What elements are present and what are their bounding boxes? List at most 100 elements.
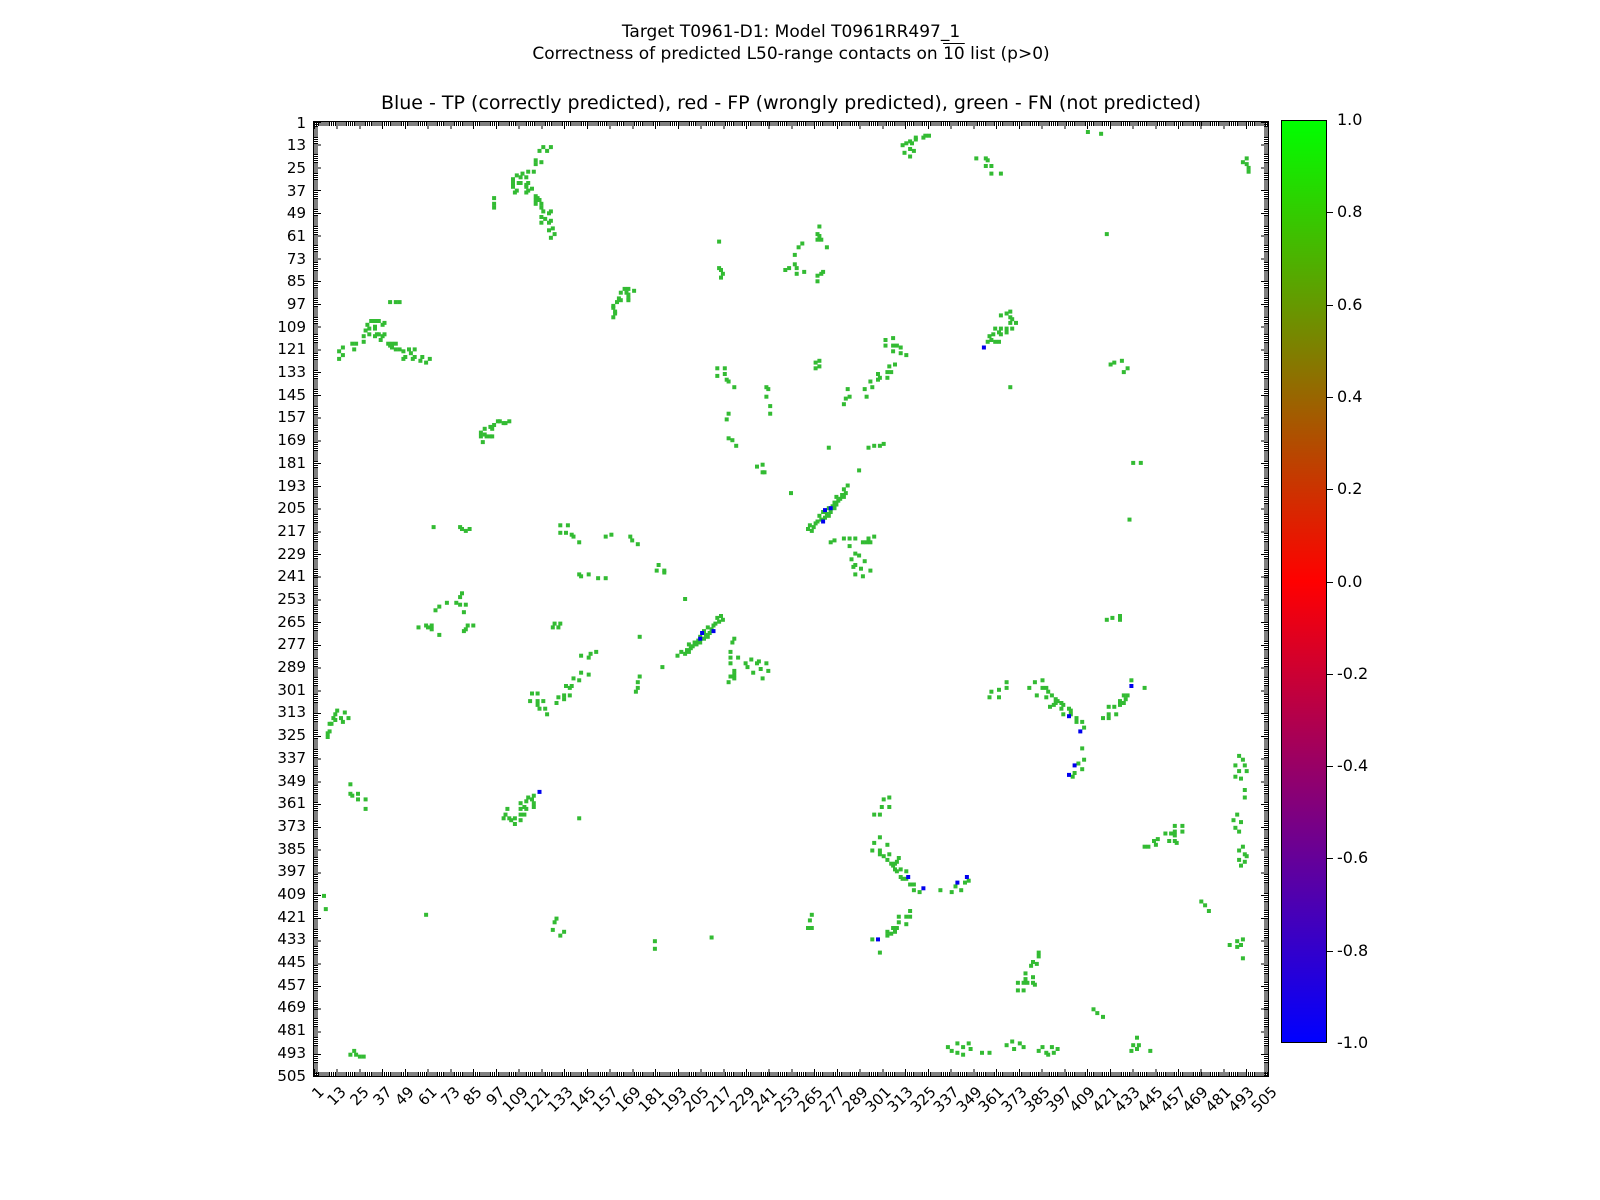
y-tick-label: 301 (277, 680, 306, 699)
scatter-point (904, 914, 909, 919)
scatter-point (1012, 1047, 1017, 1051)
scatter-point (478, 430, 483, 435)
scatter-point (622, 286, 627, 291)
scatter-point (792, 252, 797, 257)
scatter-point (817, 234, 822, 238)
scatter-point (412, 347, 417, 352)
scatter-point (877, 443, 882, 448)
scatter-point (594, 649, 599, 654)
scatter-point (548, 235, 553, 240)
y-tick-label: 1 (296, 113, 306, 132)
scatter-point (539, 201, 544, 206)
scatter-point (1095, 1011, 1100, 1016)
y-tick-label: 325 (277, 726, 306, 745)
scatter-point (953, 884, 958, 889)
scatter-point (407, 347, 411, 352)
scatter-point (1237, 848, 1242, 853)
scatter-point (1106, 716, 1111, 721)
scatter-point (964, 875, 969, 879)
scatter-point (981, 345, 986, 350)
scatter-point (548, 145, 553, 150)
scatter-point (807, 918, 812, 923)
scatter-point (961, 1045, 966, 1050)
scatter-point (794, 271, 799, 276)
scatter-point (1239, 820, 1243, 825)
scatter-point (921, 135, 926, 140)
contact-map-plot (313, 121, 1269, 1077)
scatter-point (480, 440, 485, 445)
scatter-point (492, 196, 497, 201)
scatter-point (348, 782, 353, 787)
scatter-point (1142, 685, 1147, 690)
scatter-point (949, 890, 954, 895)
scatter-point (987, 334, 992, 339)
scatter-point (524, 799, 529, 804)
scatter-point (732, 672, 737, 677)
scatter-point (541, 209, 546, 214)
scatter-point (828, 510, 833, 514)
scatter-point (543, 706, 548, 711)
scatter-point (1242, 859, 1247, 864)
scatter-point (567, 693, 572, 698)
scatter-point (363, 328, 368, 333)
scatter-point (518, 818, 523, 823)
scatter-point (609, 532, 614, 537)
colorbar-tick-label: 0.4 (1337, 387, 1363, 406)
scatter-point (876, 372, 880, 376)
scatter-point (535, 691, 540, 696)
scatter-point (705, 625, 710, 630)
scatter-point (817, 358, 822, 363)
figure-title-line2-overline: 10 (943, 44, 965, 64)
scatter-point (1155, 837, 1160, 842)
scatter-point (365, 322, 370, 327)
scatter-point (864, 394, 869, 399)
y-tick-label: 157 (277, 408, 306, 427)
scatter-point (1106, 704, 1111, 709)
scatter-point (1051, 1050, 1056, 1055)
scatter-point (579, 653, 584, 658)
scatter-point (1036, 950, 1041, 955)
scatter-point (376, 319, 381, 323)
scatter-point (1072, 763, 1077, 768)
scatter-point (1242, 795, 1247, 800)
scatter-point (552, 232, 557, 237)
scatter-point (490, 426, 495, 431)
scatter-point (815, 273, 820, 278)
scatter-point (864, 540, 869, 545)
scatter-point (1240, 937, 1245, 942)
y-tick-label: 205 (277, 499, 306, 518)
scatter-point (556, 695, 561, 700)
scatter-point (463, 528, 468, 533)
scatter-point (1180, 829, 1185, 834)
y-tick-label: 397 (277, 862, 306, 881)
scatter-point (1136, 1043, 1141, 1048)
scatter-point (938, 888, 943, 893)
scatter-point (518, 175, 523, 180)
scatter-point (501, 816, 506, 821)
scatter-point (1146, 844, 1151, 849)
scatter-point (847, 536, 852, 541)
scatter-point (545, 148, 550, 153)
scatter-point (373, 319, 377, 323)
scatter-point (796, 245, 801, 250)
scatter-point (565, 523, 570, 528)
scatter-point (1072, 771, 1077, 775)
scatter-point (760, 676, 765, 681)
scatter-points-layer (322, 130, 1251, 1059)
scatter-point (870, 385, 875, 390)
scatter-point (896, 856, 901, 860)
scatter-point (885, 842, 890, 847)
scatter-point (963, 880, 967, 885)
colorbar (1281, 120, 1327, 1043)
figure-title-line1: Target T0961-D1: Model T0961RR497_1 (621, 22, 961, 42)
scatter-point (340, 345, 345, 350)
scatter-point (908, 154, 913, 159)
scatter-point (586, 672, 591, 677)
scatter-point (1015, 988, 1020, 993)
scatter-point (997, 687, 1001, 692)
scatter-point (711, 629, 716, 634)
scatter-point (1010, 326, 1015, 331)
scatter-point (558, 621, 563, 626)
scatter-point (834, 502, 839, 507)
scatter-point (626, 286, 631, 291)
